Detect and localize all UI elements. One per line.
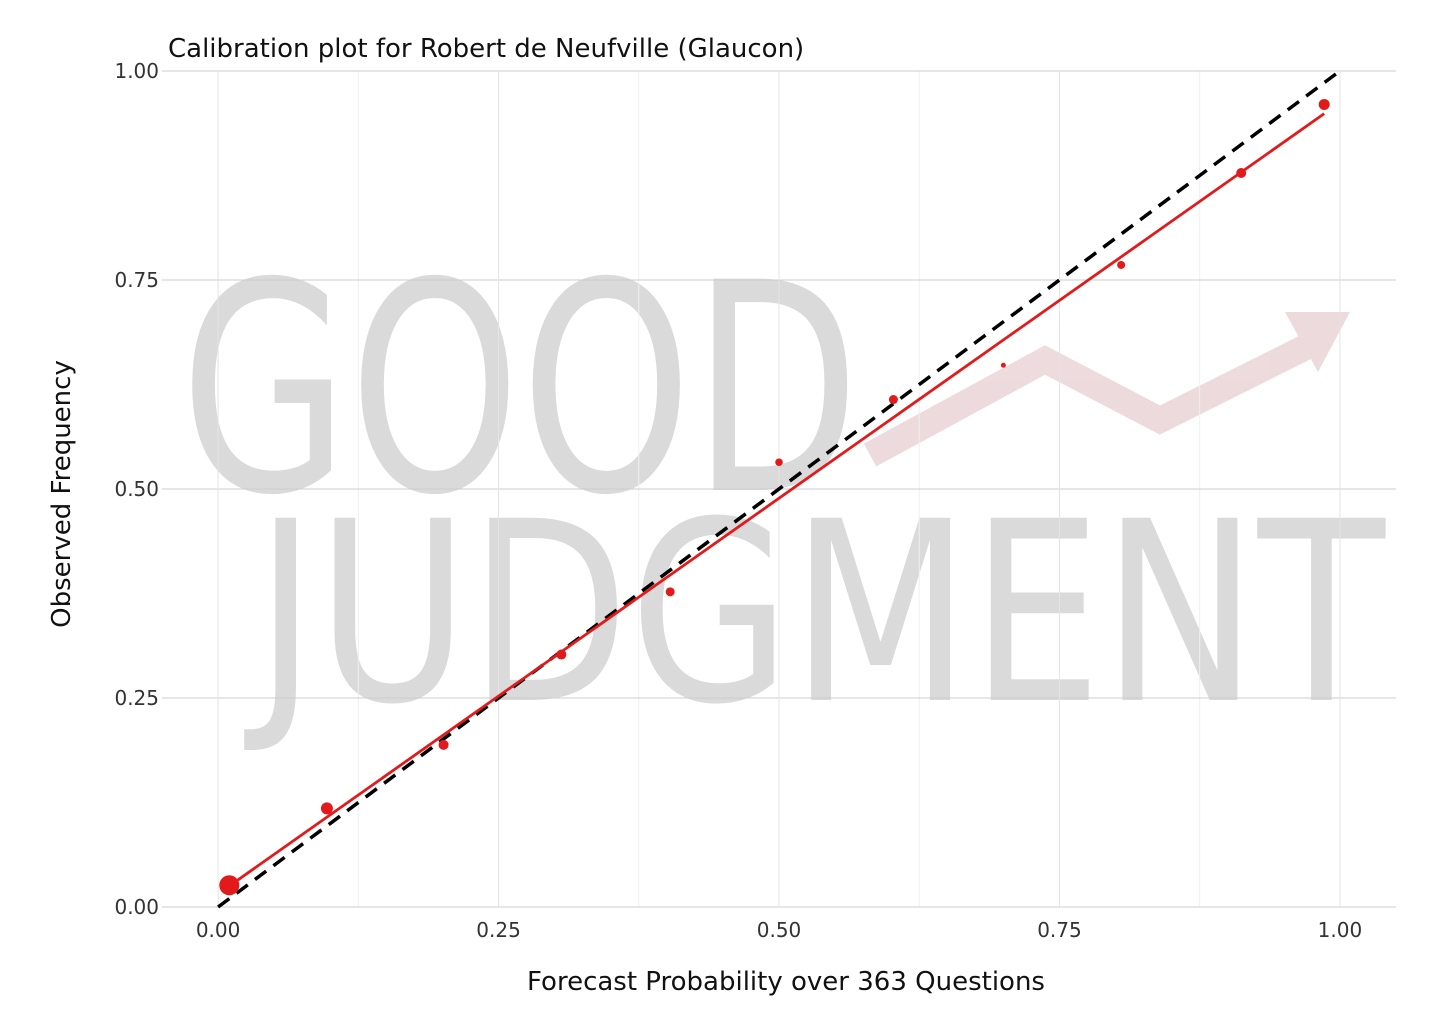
x-tick-label: 0.25 <box>476 918 521 942</box>
y-tick-label: 0.25 <box>114 686 159 710</box>
calibration-point <box>219 875 240 896</box>
reference-diagonal-line <box>217 69 1341 909</box>
x-axis-title: Forecast Probability over 363 Questions <box>527 967 1045 997</box>
watermark-line-2: JUDGMENT <box>244 468 1386 759</box>
watermark-line-1: GOOD <box>180 222 860 559</box>
grid-lines <box>162 70 1396 908</box>
calibration-point <box>1236 167 1247 178</box>
y-tick-label: 0.75 <box>114 268 159 292</box>
fit-line <box>230 112 1326 886</box>
calibration-point <box>1318 98 1330 110</box>
watermark-logo: GOOD JUDGMENT <box>180 222 1386 759</box>
calibration-point <box>888 395 898 405</box>
y-tick-label: 1.00 <box>114 59 159 83</box>
calibration-point <box>775 458 783 467</box>
y-tick-label: 0.50 <box>114 477 159 501</box>
calibration-point <box>665 587 675 597</box>
x-tick-label: 0.50 <box>757 918 802 942</box>
calibration-point <box>1000 362 1006 368</box>
x-tick-label: 0.75 <box>1037 918 1082 942</box>
calibration-point <box>320 802 333 815</box>
x-tick-label: 1.00 <box>1318 918 1363 942</box>
x-tick-label: 0.00 <box>196 918 241 942</box>
watermark-arrow-icon <box>863 328 1326 467</box>
plot-series <box>217 69 1341 909</box>
calibration-point <box>438 739 449 750</box>
y-axis-title: Observed Frequency <box>47 360 77 628</box>
x-axis-ticks: 0.00 0.25 0.50 0.75 1.00 <box>196 918 1362 942</box>
chart-title: Calibration plot for Robert de Neufville… <box>168 34 804 64</box>
calibration-point <box>1117 260 1126 269</box>
watermark-arrowhead-icon <box>1285 312 1350 372</box>
y-tick-label: 0.00 <box>114 895 159 919</box>
calibration-point <box>556 649 567 660</box>
y-axis-ticks: 0.00 0.25 0.50 0.75 1.00 <box>114 59 159 919</box>
